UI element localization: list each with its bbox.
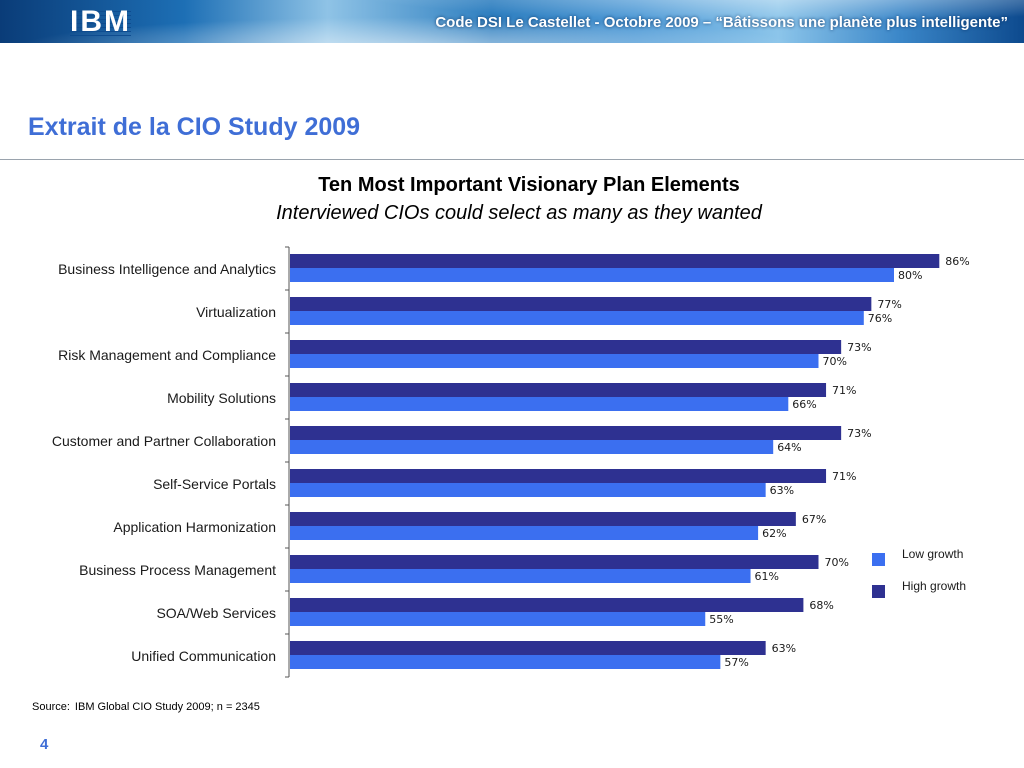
data-label-low-growth-business-intelligence-and-analytics: 80% [898,269,922,282]
category-label-business-intelligence-and-analytics: Business Intelligence and Analytics [58,261,276,277]
legend-swatch-high-growth [872,585,885,598]
category-label-mobility-solutions: Mobility Solutions [167,390,276,406]
data-label-low-growth-customer-and-partner-collaboration: 64% [777,441,801,454]
data-label-high-growth-unified-communication: 63% [772,642,796,655]
bar-low-growth-business-process-management [290,569,751,583]
bar-high-growth-mobility-solutions [290,383,827,397]
page-number: 4 [40,736,49,753]
legend-item-high-growth: High growth [872,579,992,599]
category-label-self-service-portals: Self-Service Portals [153,476,276,492]
source-label: Source: [32,701,70,713]
category-label-virtualization: Virtualization [196,304,276,320]
data-label-high-growth-mobility-solutions: 71% [832,384,856,397]
data-label-low-growth-application-harmonization: 62% [762,527,786,540]
data-label-low-growth-risk-management-and-compliance: 70% [823,355,847,368]
category-label-business-process-management: Business Process Management [79,562,276,578]
bar-high-growth-soa-web-services [290,598,804,612]
category-label-customer-and-partner-collaboration: Customer and Partner Collaboration [52,433,276,449]
legend-swatch-low-growth [872,553,885,566]
legend-item-low-growth: Low growth [872,547,992,567]
bar-high-growth-business-process-management [290,555,819,569]
bar-low-growth-application-harmonization [290,526,759,540]
data-label-low-growth-unified-communication: 57% [724,656,748,669]
category-label-unified-communication: Unified Communication [131,648,276,664]
bar-low-growth-soa-web-services [290,612,706,626]
bar-low-growth-virtualization [290,311,864,325]
bar-high-growth-risk-management-and-compliance [290,340,842,354]
category-label-soa-web-services: SOA/Web Services [156,605,276,621]
legend-label-high-growth: High growth [902,579,967,593]
data-label-low-growth-soa-web-services: 55% [709,613,733,626]
bar-low-growth-mobility-solutions [290,397,789,411]
bar-high-growth-unified-communication [290,641,766,655]
data-label-high-growth-soa-web-services: 68% [809,599,833,612]
bar-high-growth-application-harmonization [290,512,796,526]
bar-high-growth-self-service-portals [290,469,827,483]
bar-low-growth-customer-and-partner-collaboration [290,440,774,454]
chart-title: Ten Most Important Visionary Plan Elemen… [318,174,740,196]
data-label-high-growth-virtualization: 77% [877,298,901,311]
slide-title: Extrait de la CIO Study 2009 [28,113,361,141]
source-note: Source: IBM Global CIO Study 2009; n = 23… [32,701,260,713]
bar-high-growth-customer-and-partner-collaboration [290,426,842,440]
data-label-high-growth-customer-and-partner-collaboration: 73% [847,427,871,440]
banner-text: Code DSI Le Castellet - Octobre 2009 – “… [435,14,1008,31]
header-banner: IBM Code DSI Le Castellet - Octobre 2009… [0,0,1024,43]
source-text: IBM Global CIO Study 2009; n = 2345 [74,701,260,713]
category-label-risk-management-and-compliance: Risk Management and Compliance [58,347,276,363]
data-label-high-growth-business-intelligence-and-analytics: 86% [945,255,969,268]
bar-high-growth-virtualization [290,297,872,311]
bar-low-growth-risk-management-and-compliance [290,354,819,368]
bar-low-growth-self-service-portals [290,483,766,497]
bar-high-growth-business-intelligence-and-analytics [290,254,940,268]
data-label-high-growth-business-process-management: 70% [825,556,849,569]
data-label-high-growth-application-harmonization: 67% [802,513,826,526]
legend-label-low-growth: Low growth [902,547,964,561]
category-label-application-harmonization: Application Harmonization [113,519,276,535]
data-label-low-growth-self-service-portals: 63% [770,484,794,497]
title-divider [0,159,1024,160]
chart-subtitle: Interviewed CIOs could select as many as… [276,202,762,224]
data-label-high-growth-risk-management-and-compliance: 73% [847,341,871,354]
data-label-high-growth-self-service-portals: 71% [832,470,856,483]
bar-low-growth-unified-communication [290,655,721,669]
data-label-low-growth-virtualization: 76% [868,312,892,325]
data-label-low-growth-business-process-management: 61% [755,570,779,583]
data-label-low-growth-mobility-solutions: 66% [792,398,816,411]
ibm-logo: IBM [70,5,131,38]
bar-low-growth-business-intelligence-and-analytics [290,268,894,282]
